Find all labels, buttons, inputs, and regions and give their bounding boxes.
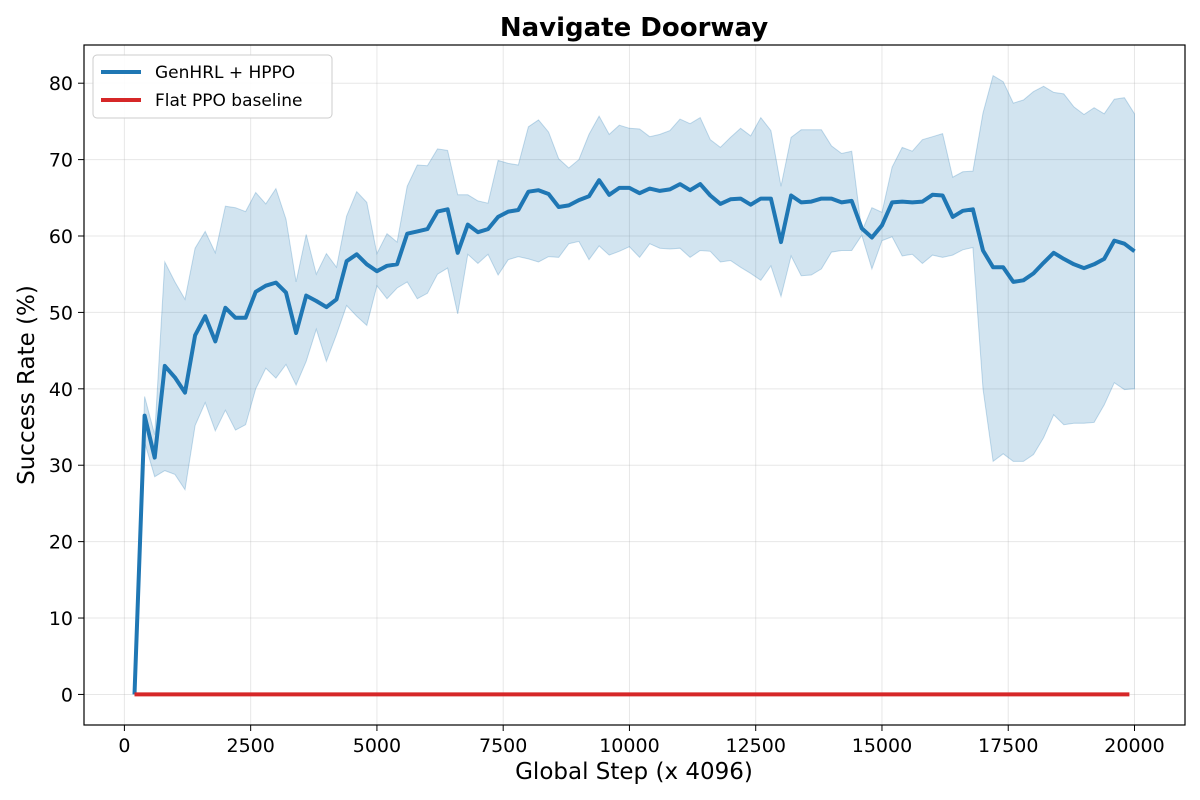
x-tick-label: 7500 bbox=[479, 735, 527, 757]
series-lines bbox=[132, 178, 1136, 697]
legend-label-flat-ppo: Flat PPO baseline bbox=[155, 91, 302, 111]
y-axis-label: Success Rate (%) bbox=[14, 285, 40, 485]
legend: GenHRL + HPPO Flat PPO baseline bbox=[92, 54, 333, 119]
legend-box bbox=[92, 54, 333, 119]
legend-label-genhrl: GenHRL + HPPO bbox=[155, 63, 295, 83]
y-tick-label: 0 bbox=[61, 684, 73, 706]
x-tick-label: 20000 bbox=[1104, 735, 1164, 757]
y-tick-label: 10 bbox=[49, 608, 73, 630]
x-tick-label: 2500 bbox=[226, 735, 274, 757]
y-tick-label: 60 bbox=[49, 226, 73, 248]
plot-frame bbox=[83, 44, 1186, 726]
y-tick-label: 70 bbox=[49, 150, 73, 172]
chart-title: Navigate Doorway bbox=[500, 13, 768, 43]
y-tick-label: 50 bbox=[49, 302, 73, 324]
x-tick-label: 0 bbox=[118, 735, 130, 757]
genhrl-hppo-line bbox=[132, 178, 1136, 695]
x-tick-label: 5000 bbox=[353, 735, 401, 757]
y-tick-label: 80 bbox=[49, 73, 73, 95]
x-tick-label: 10000 bbox=[599, 735, 659, 757]
x-tick-label: 12500 bbox=[725, 735, 785, 757]
x-axis-label: Global Step (x 4096) bbox=[515, 759, 753, 785]
y-tick-label: 40 bbox=[49, 379, 73, 401]
y-tick-label: 30 bbox=[49, 455, 73, 477]
y-tick-label: 20 bbox=[49, 532, 73, 554]
x-tick-label: 15000 bbox=[852, 735, 912, 757]
axis-ticks: 0 2500 5000 7500 10000 12500 15000 17500 20000 0 1… bbox=[49, 73, 1165, 757]
x-tick-label: 17500 bbox=[978, 735, 1038, 757]
